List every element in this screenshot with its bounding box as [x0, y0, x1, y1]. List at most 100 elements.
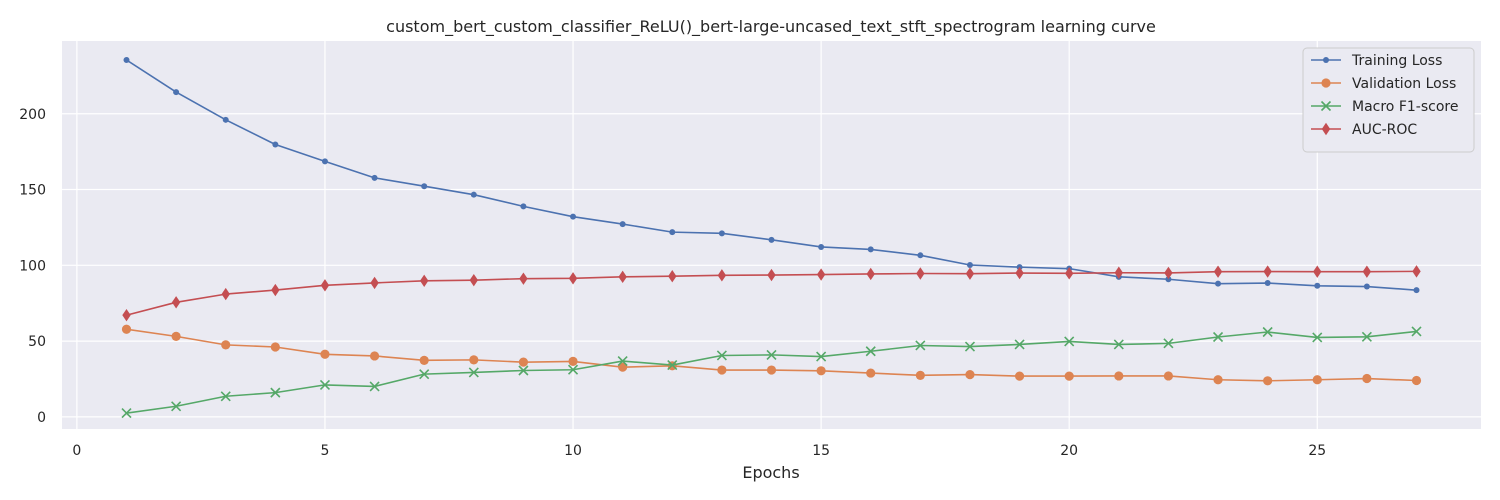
data-point [1213, 265, 1223, 278]
data-point [121, 324, 132, 334]
data-point [568, 272, 578, 285]
data-point [270, 342, 280, 352]
data-point [1212, 331, 1224, 343]
data-point [320, 349, 330, 359]
data-point [617, 356, 628, 367]
data-point [766, 365, 777, 375]
series-layer [121, 56, 1422, 419]
y-tick-label: 150 [19, 183, 46, 199]
data-point [1164, 266, 1173, 280]
data-point [668, 270, 677, 283]
data-point [618, 270, 627, 284]
data-point [915, 340, 926, 351]
y-tick-label: 50 [28, 334, 46, 350]
y-tick-label: 200 [19, 107, 46, 123]
legend-label: AUC-ROC [1352, 122, 1417, 138]
series-training-loss [123, 56, 1420, 294]
x-tick-label: 25 [1308, 443, 1326, 459]
data-point [716, 350, 727, 361]
data-point [965, 267, 975, 280]
data-point [370, 276, 379, 290]
data-point [469, 273, 479, 287]
legend-item: Training Loss [1311, 53, 1442, 69]
data-point [1361, 331, 1372, 342]
data-point [121, 408, 132, 419]
data-point [1362, 373, 1372, 384]
data-point [1163, 338, 1174, 349]
data-point [173, 89, 180, 96]
legend-box [1302, 47, 1475, 153]
data-point [171, 401, 182, 412]
data-point [1015, 266, 1024, 280]
data-point [520, 203, 527, 210]
data-point [1263, 376, 1273, 386]
x-tick-label: 10 [564, 443, 582, 459]
data-point [717, 365, 727, 375]
data-point [1215, 280, 1222, 287]
data-point [1264, 280, 1271, 287]
data-point [767, 268, 776, 282]
data-point [319, 379, 331, 390]
y-tick-label: 0 [37, 410, 46, 426]
data-point [171, 296, 181, 309]
data-point [220, 391, 231, 402]
legend-marker [1321, 78, 1331, 88]
data-point [1262, 326, 1273, 338]
legend-label: Validation Loss [1352, 76, 1456, 92]
data-point [369, 381, 380, 392]
data-point [470, 191, 477, 198]
data-point [866, 267, 875, 281]
data-point [1411, 375, 1422, 386]
x-tick-label: 15 [812, 443, 830, 459]
data-point [816, 268, 826, 281]
data-point [1263, 265, 1272, 278]
data-point [1114, 266, 1124, 279]
legend-item: Macro F1-score [1311, 99, 1458, 115]
legend-label: Training Loss [1351, 53, 1442, 69]
data-point [1014, 339, 1025, 350]
data-point [1163, 371, 1174, 381]
legend: Training Loss Validation Loss Macro F1-sco… [1302, 47, 1475, 153]
data-point [1165, 276, 1172, 283]
data-point [469, 355, 479, 365]
data-point [1314, 282, 1321, 289]
data-point [1313, 265, 1322, 278]
legend-marker [1320, 100, 1332, 112]
data-point [221, 287, 230, 301]
data-point [1014, 371, 1025, 381]
tick-labels: 0 5 10 15 20 25 0 50 100 150 200 [19, 107, 1326, 459]
data-point [1064, 371, 1074, 381]
x-tick-label: 0 [72, 443, 81, 459]
data-point [915, 370, 925, 380]
data-point [667, 359, 678, 371]
data-point [964, 341, 976, 352]
data-point [865, 346, 876, 357]
data-point [718, 230, 725, 237]
legend-marker [1323, 57, 1329, 63]
data-point [717, 269, 727, 282]
data-point [221, 340, 231, 350]
grid-lines [62, 41, 1481, 429]
data-point [419, 369, 430, 380]
data-point [866, 368, 876, 378]
data-point [321, 158, 328, 165]
data-point [1213, 375, 1223, 385]
data-point [1312, 375, 1322, 385]
data-point [122, 308, 131, 322]
data-point [519, 272, 528, 285]
data-point [518, 365, 529, 376]
legend-item: AUC-ROC [1311, 122, 1417, 138]
data-point [669, 229, 676, 236]
data-point [766, 349, 777, 360]
data-point [371, 174, 378, 181]
data-point [320, 279, 330, 292]
data-point [1312, 332, 1323, 343]
data-point [567, 364, 579, 375]
series-auc-roc [122, 265, 1421, 322]
y-tick-label: 100 [19, 258, 46, 274]
plot-area [62, 41, 1481, 429]
data-point [419, 355, 429, 365]
data-point [570, 213, 577, 220]
data-point [619, 221, 626, 228]
